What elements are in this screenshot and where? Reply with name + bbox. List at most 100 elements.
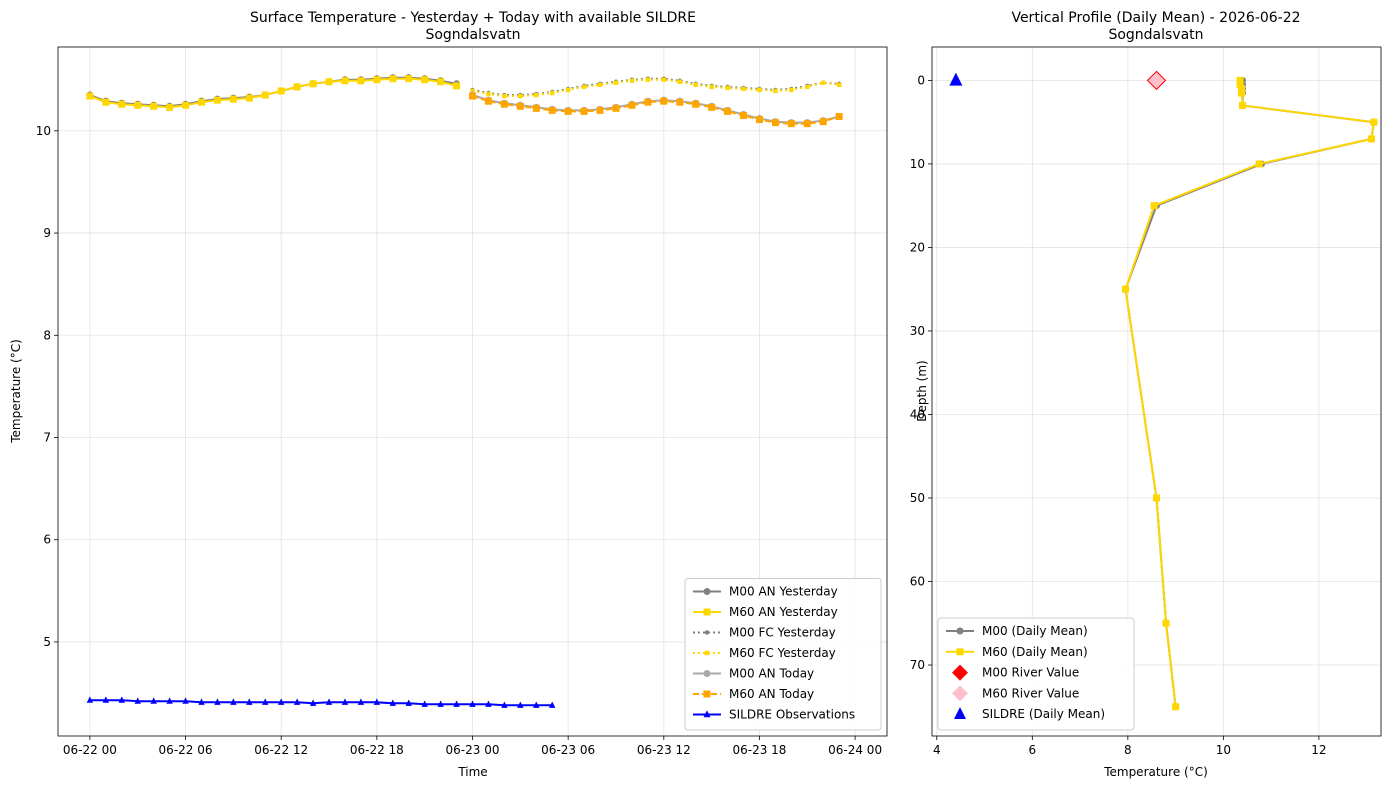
m60-fc-yesterday-point [613, 80, 619, 85]
chart1-legend-box [684, 578, 882, 731]
m60-an-today-point [787, 120, 795, 128]
m60-daily-mean-point [1255, 160, 1263, 168]
chart2-grid [932, 47, 1381, 736]
chart1-xtick-label: 06-22 12 [254, 743, 308, 757]
sildre-observations-point [405, 699, 412, 706]
m60-an-today-point [692, 100, 700, 108]
m60-an-yesterday-point [197, 98, 205, 106]
m60-an-yesterday-point [134, 101, 142, 109]
chart1-series [86, 74, 843, 708]
m60-fc-yesterday-point [741, 86, 746, 92]
m60-fc-yesterday-point [565, 87, 571, 93]
chart1-legend-item: M60 FC Yesterday [693, 646, 836, 660]
chart1-ticks: 06-22 00 06-22 06 06-22 12 06-22 18 06-23 00… [36, 124, 882, 757]
legend-label: M00 River Value [982, 666, 1079, 680]
m60-an-yesterday-point [261, 91, 269, 99]
sildre-observations-point [549, 701, 556, 708]
legend-label: M00 FC Yesterday [729, 626, 836, 640]
sildre-observations-point [421, 700, 428, 707]
m60-an-yesterday-point [405, 75, 413, 83]
legend-marker [952, 685, 968, 702]
chart2-series [949, 70, 1378, 711]
legend-marker [703, 608, 711, 616]
m60-daily-mean-point [1238, 85, 1246, 93]
sildre-observations-point [325, 698, 333, 705]
m60-an-yesterday-line [89, 77, 457, 109]
m60-river-value-point [1146, 70, 1167, 91]
sildre-observations-point [437, 700, 444, 707]
m60-fc-yesterday-point [550, 90, 555, 96]
m60-an-yesterday-point [453, 82, 461, 90]
sildre-observations-point [118, 696, 125, 703]
series-m60-an-today [469, 92, 843, 128]
m60-an-today-point [500, 100, 508, 108]
chart1-legend: M00 AN Yesterday M60 AN Yesterday M00 FC Y… [684, 578, 882, 731]
sildre-observations-point [102, 696, 110, 703]
legend-label: M60 AN Today [729, 687, 814, 701]
m60-an-today-point [676, 98, 684, 106]
m60-daily-mean-point [1172, 703, 1180, 711]
m60-an-yesterday-point [341, 77, 349, 85]
m00-daily-mean-line [1124, 80, 1375, 707]
chart2-xtick-label: 8 [1124, 743, 1132, 757]
legend-marker [703, 670, 711, 677]
sildre-observations-point [230, 698, 237, 705]
chart1-legend-item: M00 AN Yesterday [693, 585, 838, 599]
m60-fc-yesterday-point [629, 78, 635, 83]
chart2-legend-item: M00 River Value [952, 664, 1079, 681]
m60-an-yesterday-point [357, 77, 365, 85]
m60-fc-yesterday-point [805, 84, 810, 90]
vertical-profile-chart: Vertical Profile (Daily Mean) - 2026-06-… [910, 10, 1382, 779]
chart1-xtick-label: 06-23 12 [637, 743, 691, 757]
m60-an-today-point [724, 107, 732, 115]
legend-label: M00 AN Yesterday [729, 585, 838, 599]
sildre-observations-point [166, 697, 173, 704]
m60-an-today-point [835, 113, 843, 121]
m60-an-yesterday-point [150, 102, 158, 110]
chart2-title: Vertical Profile (Daily Mean) - 2026-06-… [1011, 10, 1300, 26]
chart1-grid [58, 47, 887, 736]
series-m60-river-value [1146, 70, 1167, 91]
m60-fc-yesterday-point [534, 92, 539, 98]
m60-daily-mean-point [1236, 81, 1244, 89]
legend-marker [956, 627, 964, 635]
m60-fc-yesterday-point [518, 93, 523, 99]
chart2-ytick-label: 60 [910, 574, 925, 588]
m60-fc-yesterday-point [502, 93, 507, 99]
m60-fc-yesterday-point [470, 88, 475, 94]
m60-daily-mean-point [1238, 89, 1246, 97]
sildre-observations-point [150, 697, 157, 704]
sildre-observations-point [373, 698, 381, 705]
chart1-ytick-label: 9 [43, 226, 51, 240]
chart1-xtick-label: 06-23 00 [446, 743, 500, 757]
chart1-legend-item: SILDRE Observations [693, 708, 855, 722]
chart1-xtick-label: 06-22 06 [159, 743, 213, 757]
chart2-frame [931, 46, 1382, 737]
sildre-observations-point [214, 698, 221, 705]
m60-fc-yesterday-line [472, 78, 840, 98]
chart2-ylabel: Depth (m) [915, 360, 929, 421]
m60-fc-yesterday-point [821, 80, 826, 85]
series-m00-daily-mean [1121, 76, 1378, 711]
m60-fc-yesterday-point [693, 82, 698, 88]
m60-an-yesterday-point [373, 76, 381, 84]
chart1-xtick-label: 06-23 18 [732, 743, 786, 757]
m60-an-today-point [564, 107, 572, 115]
chart1-xtick-label: 06-24 00 [828, 743, 882, 757]
m60-an-yesterday-point [309, 80, 317, 88]
m60-an-today-point [596, 106, 604, 114]
chart1-xtick-label: 06-22 18 [350, 743, 404, 757]
chart2-xtick-label: 6 [1028, 743, 1036, 757]
chart1-legend-item: M60 AN Today [693, 687, 814, 701]
sildre-observations-point [357, 698, 365, 705]
m60-an-yesterday-point [421, 76, 429, 84]
chart2-legend: M00 (Daily Mean) M60 (Daily Mean) M00 Rive… [937, 617, 1135, 731]
m60-an-yesterday-point [437, 78, 445, 86]
sildre-observations-point [262, 698, 269, 705]
m60-fc-yesterday-point [677, 79, 682, 84]
legend-label: M60 (Daily Mean) [982, 645, 1088, 659]
series-m60-fc-yesterday [470, 77, 842, 99]
chart2-ytick-label: 40 [910, 407, 925, 421]
sildre-observations-point [341, 698, 349, 705]
m60-an-today-point [740, 111, 748, 119]
